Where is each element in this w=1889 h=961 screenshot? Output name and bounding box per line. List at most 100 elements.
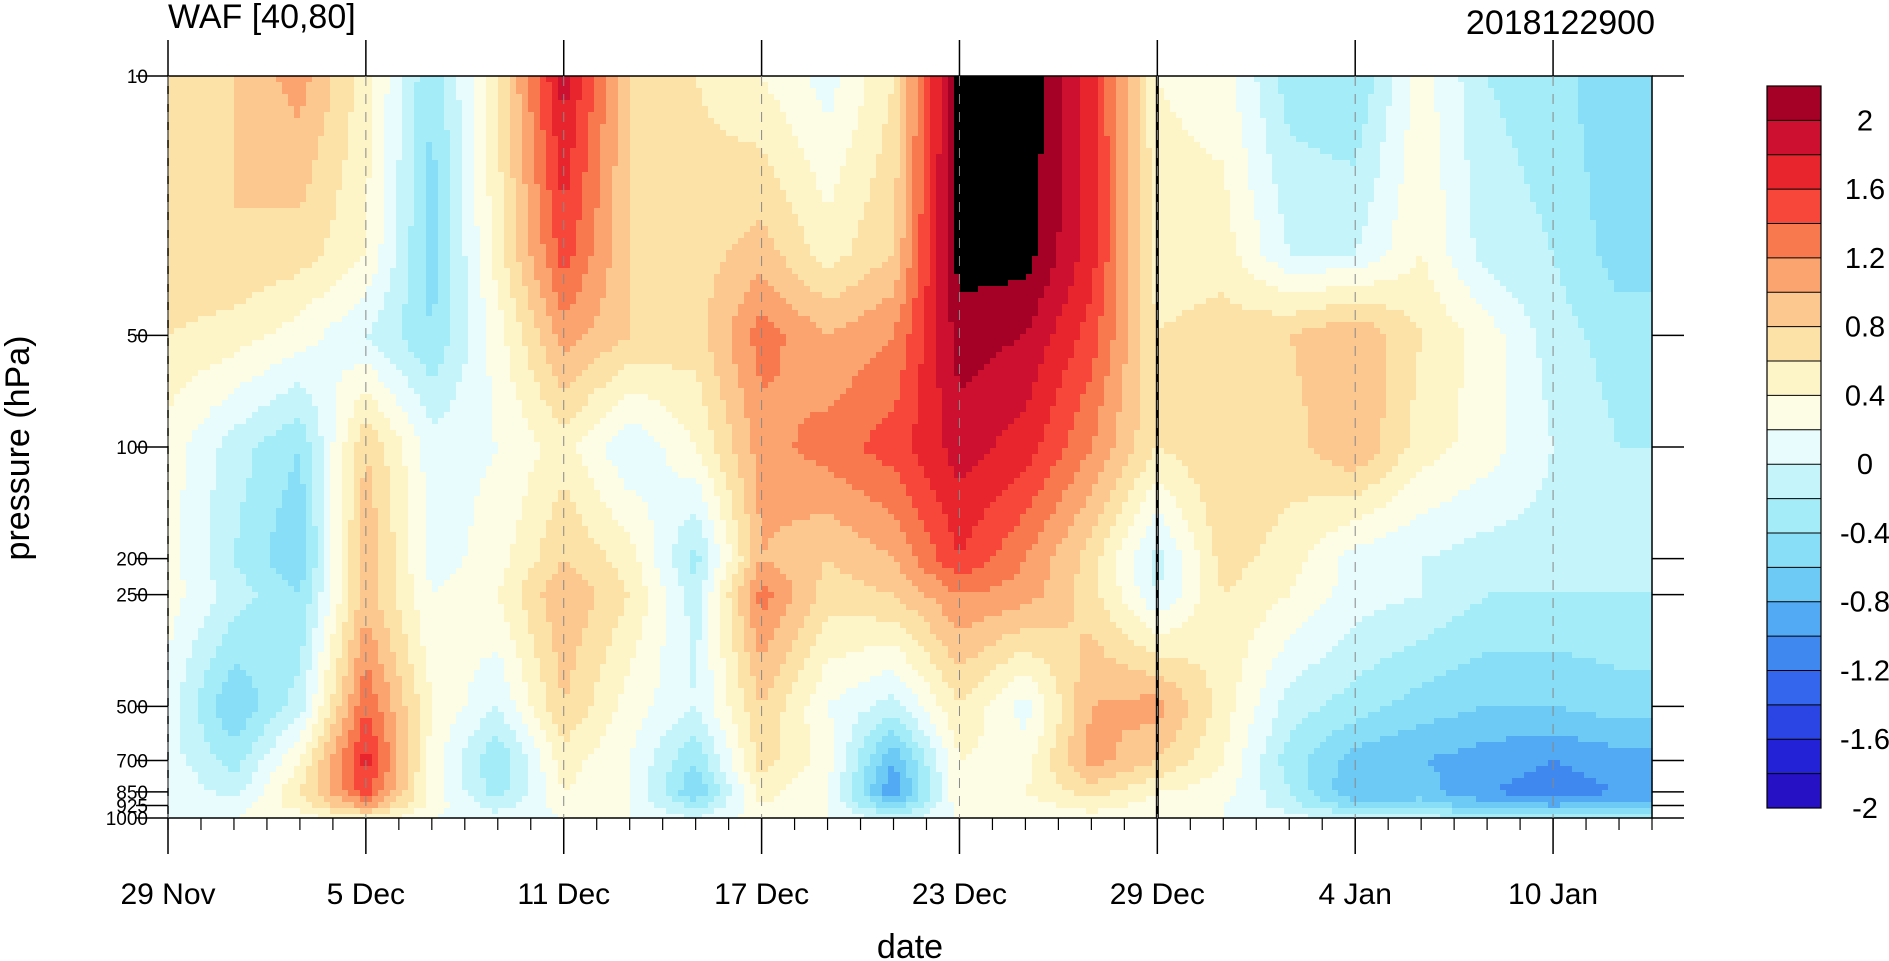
contour-cell: [1344, 160, 1351, 167]
contour-cell: [1254, 148, 1261, 155]
contour-cell: [1644, 190, 1651, 197]
contour-cell: [1368, 160, 1375, 167]
contour-cell: [1368, 172, 1375, 179]
contour-cell: [1032, 112, 1039, 119]
contour-cell: [726, 136, 733, 143]
contour-cell: [396, 154, 403, 161]
contour-cell: [642, 148, 649, 155]
contour-cell: [1062, 118, 1069, 125]
contour-cell: [1104, 154, 1111, 161]
contour-cell: [1578, 148, 1585, 155]
contour-cell: [1146, 160, 1153, 167]
contour-cell: [294, 160, 301, 167]
contour-cell: [786, 190, 793, 197]
contour-cell: [1500, 178, 1507, 185]
contour-cell: [624, 142, 631, 149]
contour-cell: [876, 148, 883, 155]
contour-cell: [420, 148, 427, 155]
contour-cell: [810, 130, 817, 137]
contour-cell: [1512, 94, 1519, 101]
contour-cell: [1338, 94, 1345, 101]
contour-cell: [1140, 82, 1147, 89]
contour-cell: [1206, 136, 1213, 143]
contour-cell: [306, 94, 313, 101]
contour-cell: [1176, 94, 1183, 101]
contour-cell: [1032, 106, 1039, 113]
contour-cell: [636, 190, 643, 197]
contour-cell: [1446, 88, 1453, 95]
contour-cell: [738, 160, 745, 167]
contour-cell: [840, 112, 847, 119]
contour-cell: [1212, 178, 1219, 185]
contour-cell: [1314, 136, 1321, 143]
contour-cell: [1008, 154, 1015, 161]
contour-cell: [192, 154, 199, 161]
contour-cell: [744, 100, 751, 107]
contour-cell: [888, 154, 895, 161]
contour-cell: [1578, 184, 1585, 191]
contour-cell: [288, 106, 295, 113]
contour-cell: [456, 190, 463, 197]
contour-cell: [1212, 106, 1219, 113]
contour-cell: [912, 94, 919, 101]
contour-cell: [792, 154, 799, 161]
contour-cell: [174, 82, 181, 89]
contour-cell: [492, 172, 499, 179]
contour-cell: [1332, 88, 1339, 95]
contour-cell: [882, 88, 889, 95]
contour-cell: [480, 88, 487, 95]
contour-cell: [504, 148, 511, 155]
contour-cell: [1296, 136, 1303, 143]
contour-cell: [1500, 82, 1507, 89]
contour-cell: [474, 178, 481, 185]
contour-cell: [1230, 82, 1237, 89]
contour-cell: [168, 88, 175, 95]
contour-cell: [708, 118, 715, 125]
contour-cell: [912, 88, 919, 95]
contour-cell: [432, 100, 439, 107]
contour-cell: [612, 118, 619, 125]
contour-cell: [396, 178, 403, 185]
contour-cell: [216, 76, 223, 83]
contour-cell: [1344, 190, 1351, 197]
contour-cell: [792, 184, 799, 191]
contour-cell: [216, 148, 223, 155]
contour-cell: [660, 100, 667, 107]
contour-cell: [228, 142, 235, 149]
contour-cell: [390, 88, 397, 95]
contour-cell: [1620, 148, 1627, 155]
contour-cell: [600, 184, 607, 191]
contour-cell: [684, 166, 691, 173]
contour-cell: [240, 136, 247, 143]
contour-cell: [492, 82, 499, 89]
contour-cell: [780, 178, 787, 185]
contour-cell: [744, 112, 751, 119]
contour-cell: [696, 124, 703, 131]
contour-cell: [1512, 118, 1519, 125]
contour-cell: [1122, 142, 1129, 149]
contour-cell: [1380, 190, 1387, 197]
contour-cell: [468, 94, 475, 101]
contour-cell: [1182, 118, 1189, 125]
contour-cell: [840, 148, 847, 155]
contour-cell: [1194, 160, 1201, 167]
contour-cell: [1518, 160, 1525, 167]
contour-cell: [1164, 124, 1171, 131]
contour-cell: [750, 82, 757, 89]
contour-cell: [210, 178, 217, 185]
contour-cell: [420, 130, 427, 137]
contour-cell: [570, 88, 577, 95]
contour-cell: [1566, 136, 1573, 143]
contour-cell: [576, 184, 583, 191]
contour-cell: [180, 160, 187, 167]
contour-cell: [198, 112, 205, 119]
contour-cell: [1230, 172, 1237, 179]
contour-cell: [1272, 76, 1279, 83]
contour-cell: [732, 142, 739, 149]
contour-cell: [1560, 124, 1567, 131]
contour-cell: [1596, 88, 1603, 95]
contour-cell: [642, 88, 649, 95]
contour-cell: [738, 142, 745, 149]
contour-cell: [1278, 118, 1285, 125]
contour-cell: [456, 178, 463, 185]
